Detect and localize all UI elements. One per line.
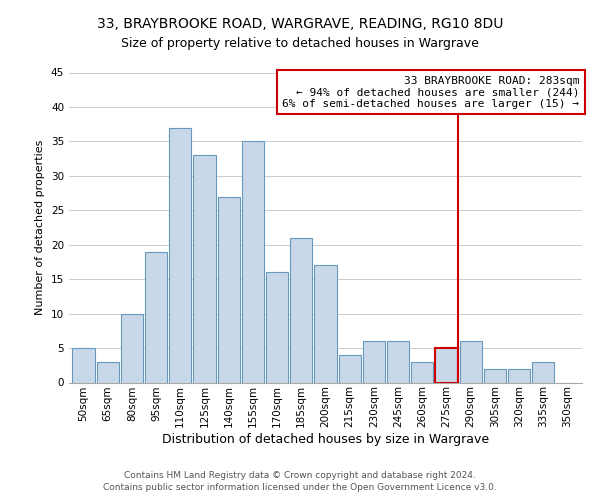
Bar bbox=[387, 341, 409, 382]
Bar bbox=[242, 142, 264, 382]
Bar bbox=[508, 368, 530, 382]
Bar bbox=[363, 341, 385, 382]
Bar bbox=[266, 272, 288, 382]
Bar bbox=[532, 362, 554, 382]
Bar bbox=[121, 314, 143, 382]
Bar bbox=[193, 155, 215, 382]
Bar bbox=[338, 355, 361, 382]
Bar bbox=[169, 128, 191, 382]
Bar bbox=[290, 238, 313, 382]
X-axis label: Distribution of detached houses by size in Wargrave: Distribution of detached houses by size … bbox=[162, 433, 489, 446]
Bar bbox=[218, 196, 240, 382]
Bar bbox=[314, 266, 337, 382]
Text: 33, BRAYBROOKE ROAD, WARGRAVE, READING, RG10 8DU: 33, BRAYBROOKE ROAD, WARGRAVE, READING, … bbox=[97, 18, 503, 32]
Bar bbox=[145, 252, 167, 382]
Text: 33 BRAYBROOKE ROAD: 283sqm
← 94% of detached houses are smaller (244)
6% of semi: 33 BRAYBROOKE ROAD: 283sqm ← 94% of deta… bbox=[283, 76, 580, 109]
Y-axis label: Number of detached properties: Number of detached properties bbox=[35, 140, 46, 315]
Bar bbox=[484, 368, 506, 382]
Text: Size of property relative to detached houses in Wargrave: Size of property relative to detached ho… bbox=[121, 38, 479, 51]
Bar bbox=[73, 348, 95, 382]
Text: Contains HM Land Registry data © Crown copyright and database right 2024.
Contai: Contains HM Land Registry data © Crown c… bbox=[103, 471, 497, 492]
Bar bbox=[460, 341, 482, 382]
Bar bbox=[436, 348, 458, 382]
Bar bbox=[97, 362, 119, 382]
Bar bbox=[411, 362, 433, 382]
